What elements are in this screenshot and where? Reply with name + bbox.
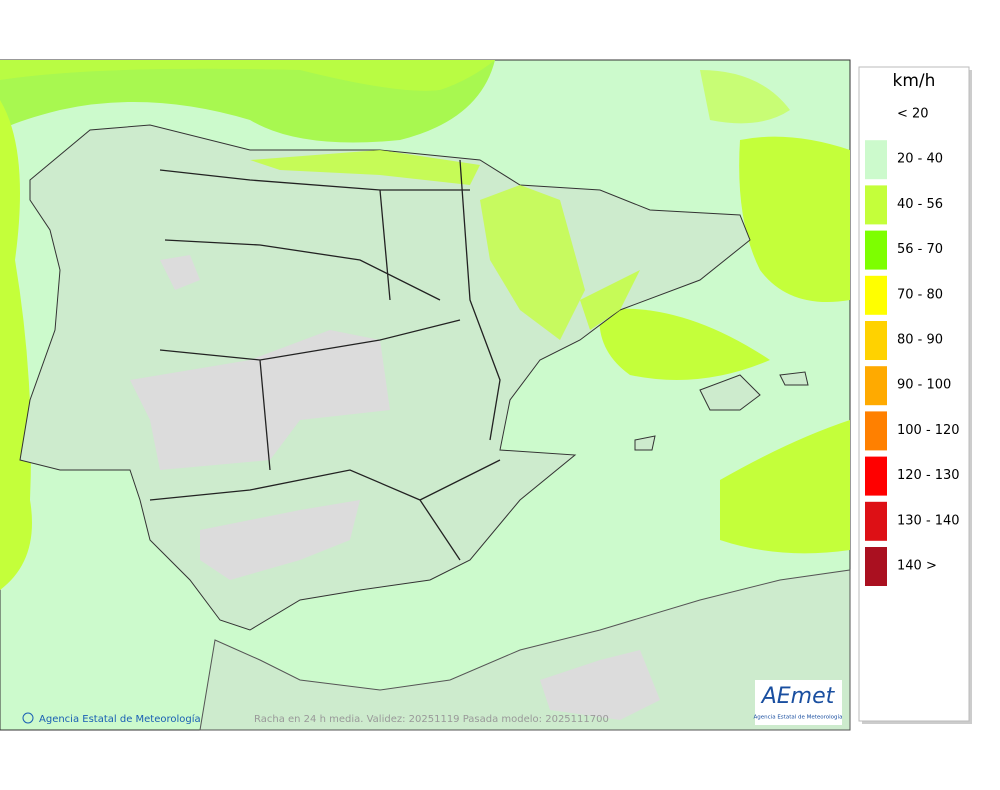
region-borders bbox=[149, 159, 501, 561]
wind-zone bbox=[250, 150, 480, 185]
legend-label: 120 - 130 bbox=[897, 468, 960, 483]
legend-label: 90 - 100 bbox=[897, 378, 951, 393]
caption: Racha en 24 h media. Validez: 20251119 P… bbox=[254, 714, 609, 725]
wind-zone bbox=[580, 270, 640, 330]
legend-swatch bbox=[865, 230, 887, 270]
legend-swatch bbox=[865, 456, 887, 496]
calm-zone bbox=[130, 330, 390, 470]
legend-label: < 20 bbox=[897, 107, 929, 122]
credit: Agencia Estatal de Meteorología bbox=[39, 713, 201, 725]
island bbox=[699, 374, 761, 411]
legend-label: 140 > bbox=[897, 559, 937, 574]
logo-name: AEmet bbox=[760, 684, 836, 709]
legend-swatch bbox=[865, 547, 887, 586]
map: Agencia Estatal de Meteorología Racha en… bbox=[0, 59, 851, 731]
legend-swatch bbox=[865, 411, 887, 451]
legend-swatch bbox=[865, 275, 887, 315]
calm-zone bbox=[160, 255, 200, 290]
wind-zone bbox=[599, 308, 770, 380]
wind-zone bbox=[480, 185, 585, 340]
legend-label: 80 - 90 bbox=[897, 333, 943, 348]
wind-zone bbox=[720, 420, 850, 554]
legend-label: 70 - 80 bbox=[897, 287, 943, 302]
africa-land bbox=[199, 569, 851, 731]
wind-zone bbox=[0, 60, 495, 91]
wind-zone bbox=[0, 100, 32, 590]
legend: km/h < 20 20 - 40 40 - 56 56 - 70 70 - 80 80 … bbox=[858, 66, 972, 724]
legend-label: 40 - 56 bbox=[897, 197, 943, 212]
legend-label: 20 - 40 bbox=[897, 152, 943, 167]
legend-swatch bbox=[865, 185, 887, 225]
copyright-icon bbox=[22, 712, 34, 724]
calm-zone bbox=[200, 500, 360, 580]
legend-swatch bbox=[865, 140, 887, 180]
legend-unit: km/h bbox=[893, 71, 936, 91]
calm-zone bbox=[540, 650, 660, 720]
legend-label: 130 - 140 bbox=[897, 513, 960, 528]
legend-label: 56 - 70 bbox=[897, 242, 943, 257]
legend-label: 100 - 120 bbox=[897, 423, 960, 438]
island bbox=[779, 371, 809, 386]
wind-zone bbox=[739, 136, 850, 302]
wind-zone bbox=[700, 70, 790, 124]
logo-subtitle: Agencia Estatal de Meteorología bbox=[754, 714, 843, 721]
legend-swatch bbox=[865, 321, 887, 360]
legend-swatch bbox=[865, 501, 887, 541]
logo-box bbox=[755, 680, 842, 725]
island bbox=[634, 435, 656, 451]
legend-swatch bbox=[865, 366, 887, 406]
